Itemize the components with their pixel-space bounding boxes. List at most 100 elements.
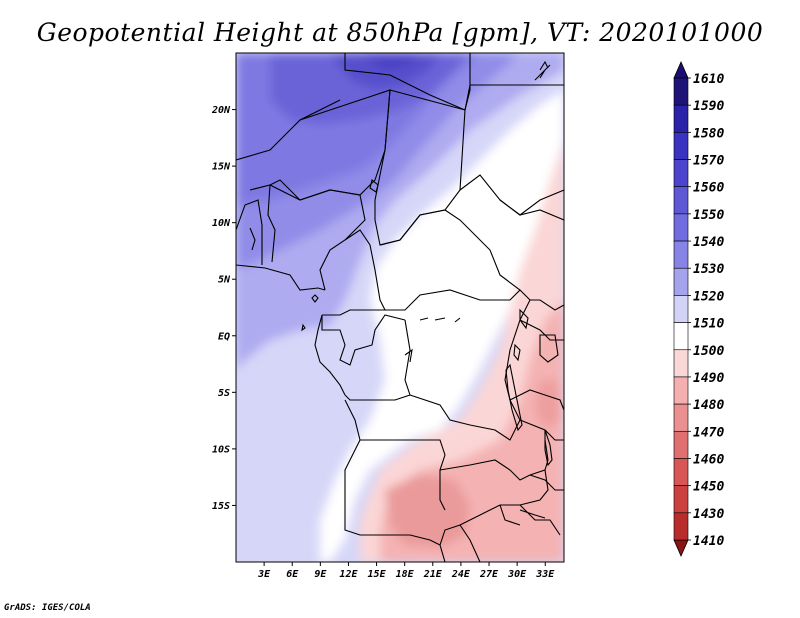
lon-tick-label: 15E: [368, 569, 387, 580]
colorbar-label: 1430: [693, 507, 724, 522]
colorbar-segment: [673, 485, 689, 514]
colorbar-label: 1490: [693, 371, 724, 386]
lon-tick-label: 33E: [535, 569, 555, 580]
lon-tick-label: 27E: [479, 569, 499, 580]
plot-frame: [235, 52, 565, 563]
field-1580: [360, 53, 420, 70]
colorbar-segment: [673, 132, 689, 160]
colorbar-segment: [673, 512, 689, 541]
boundary-malawi-mozambique: [529, 439, 564, 491]
lake-chad: [369, 179, 379, 193]
lake-kivu: [513, 343, 521, 362]
colorbar-segment: [673, 349, 689, 378]
latitude-axis: 20N 15N 10N 5N EQ 5S 10S 15S: [211, 105, 236, 512]
colorbar-label: 1480: [693, 398, 724, 413]
lat-tick-label: 5S: [218, 388, 230, 399]
colorbar-segment: [673, 458, 689, 486]
colorbar-segment: [673, 430, 689, 459]
colorbar-label: 1570: [693, 154, 724, 169]
coast-sinai: [539, 60, 549, 71]
colorbar-top-arrow: [673, 61, 689, 79]
colorbar-segment: [673, 403, 689, 432]
field-1570: [330, 53, 440, 90]
colorbar-label: 1410: [693, 534, 724, 549]
colorbar-label: 1550: [693, 208, 724, 223]
lon-tick-label: 3E: [257, 569, 271, 580]
colorbar-segment: [673, 267, 689, 296]
colorbar-segment: [673, 322, 689, 351]
lat-tick-label: 10S: [212, 444, 230, 455]
colorbar-label: 1470: [693, 425, 724, 440]
colorbar-label: 1530: [693, 262, 724, 277]
lake-victoria: [539, 334, 559, 363]
colorbar-label: 1510: [693, 317, 724, 332]
colorbar-segment: [673, 104, 689, 133]
river-congo-1: [419, 317, 461, 323]
field-1530-coast: [236, 240, 340, 360]
lake-kariba: [519, 509, 546, 519]
colorbar-bottom-arrow: [673, 539, 689, 557]
colorbar-label: 1540: [693, 235, 724, 250]
colorbar-segment: [673, 77, 689, 106]
chart-title: Geopotential Height at 850hPa [gpm], VT:…: [36, 18, 764, 47]
lake-tanganyika: [505, 363, 523, 432]
boundary-tanzania: [509, 389, 564, 441]
longitude-axis: 3E 6E 9E 12E 15E 18E 21E 24E 27E 30E 33E: [257, 562, 555, 580]
lat-tick-label: 5N: [218, 275, 231, 286]
field-1510: [320, 90, 564, 562]
boundary-cameroon: [322, 229, 386, 316]
lake-volta: [249, 227, 256, 251]
lat-tick-label: EQ: [218, 331, 230, 342]
boundary-car: [379, 209, 521, 311]
boundary-nigeria: [269, 179, 366, 291]
height-field: [236, 53, 564, 562]
lon-tick-label: 30E: [507, 569, 527, 580]
lake-albert: [519, 308, 529, 330]
lat-tick-label: 10N: [212, 218, 231, 229]
lon-tick-label: 21E: [423, 569, 443, 580]
lon-tick-label: 12E: [339, 569, 358, 580]
boundary-angola: [344, 399, 446, 546]
lon-tick-label: 18E: [396, 569, 415, 580]
boundary-benin-togo: [236, 184, 276, 265]
lon-tick-label: 6E: [286, 569, 299, 580]
boundary-algeria-libya: [344, 53, 471, 111]
colorbar-label: 1590: [693, 99, 724, 114]
colorbar-label: 1610: [693, 72, 724, 87]
island-bioko: [311, 294, 319, 303]
colorbar-segment: [673, 213, 689, 242]
coast-gabon: [314, 314, 346, 396]
boundary-ethiopia: [499, 199, 564, 221]
river-congo-2: [404, 348, 413, 363]
colorbar-segment: [673, 295, 689, 323]
lake-malawi: [544, 429, 553, 467]
colorbar: 1610 1590 1580 1570 1560 1550 1540 1530 1520 1510…: [673, 61, 724, 557]
coast-westafrica: [236, 264, 326, 291]
lon-tick-label: 9E: [314, 569, 327, 580]
colorbar-segment: [673, 159, 689, 188]
colorbar-label: 1450: [693, 480, 724, 495]
boundary-gabon-congo: [321, 314, 406, 366]
colorbar-label: 1580: [693, 126, 724, 141]
lat-tick-label: 20N: [211, 105, 231, 116]
colorbar-label: 1560: [693, 181, 724, 196]
island-saotome: [301, 323, 306, 332]
lat-tick-label: 15S: [212, 501, 230, 512]
boundary-algeria-mali: [236, 99, 341, 161]
lon-tick-label: 24E: [451, 569, 471, 580]
colorbar-label: 1520: [693, 289, 724, 304]
colorbar-segment: [673, 186, 689, 215]
field-1480-lakes: [535, 380, 560, 430]
boundary-zambia: [439, 459, 549, 546]
field-1480: [385, 475, 470, 548]
colorbar-segment: [673, 376, 689, 405]
footer-credit: GrADS: IGES/COLA: [4, 603, 91, 613]
coast-redsea: [534, 64, 551, 81]
boundary-namibia-botswana: [439, 524, 481, 562]
boundaries: [236, 53, 564, 562]
colorbar-segment: [673, 240, 689, 269]
colorbar-label: 1460: [693, 452, 724, 467]
colorbar-label: 1500: [693, 344, 724, 359]
lat-tick-label: 15N: [212, 162, 231, 173]
